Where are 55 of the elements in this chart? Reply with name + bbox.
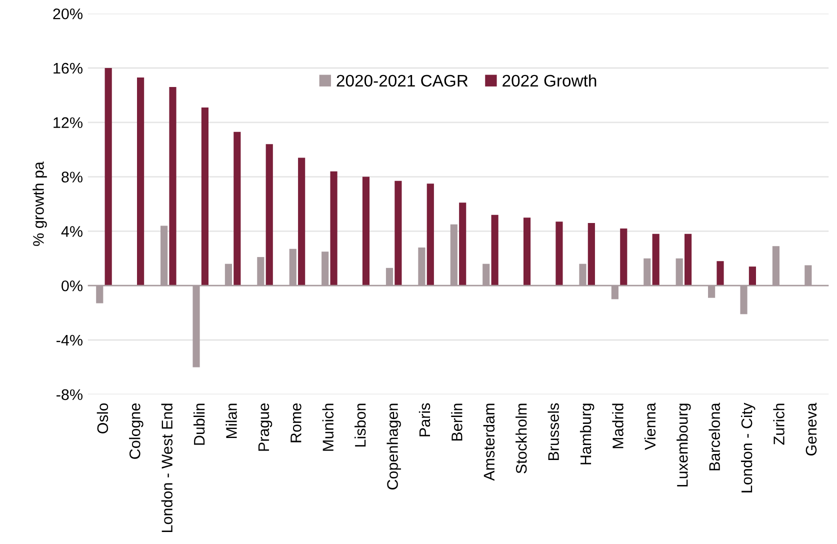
x-tick-label: Madrid xyxy=(612,404,624,448)
x-tick-label: Cologne xyxy=(129,403,144,459)
x-tick-label: Rome xyxy=(290,403,302,442)
bar xyxy=(556,222,563,286)
x-tick-label: Hamburg xyxy=(580,404,594,464)
x-tick-label: Brussels xyxy=(548,403,559,460)
x-tick-label: Dublin xyxy=(193,404,205,445)
y-tick-label: 8% xyxy=(62,172,82,182)
x-tick-label: Oslo xyxy=(96,403,108,434)
bar xyxy=(298,158,306,286)
x-tick-label: London - West End xyxy=(161,404,172,532)
bar xyxy=(716,261,724,286)
y-tick-label: 0% xyxy=(62,280,82,292)
bar xyxy=(330,171,338,286)
bar xyxy=(201,107,208,286)
bar xyxy=(748,266,756,286)
y-tick-label: -4% xyxy=(56,334,82,346)
legend-label: 2020-2021 CAGR xyxy=(336,74,468,87)
x-tick-label: Zurich xyxy=(773,404,784,445)
bar xyxy=(620,228,628,286)
y-axis-title: % growth pa xyxy=(32,162,47,246)
x-tick-label: Luxembourg xyxy=(676,404,691,486)
bar xyxy=(588,223,595,286)
x-tick-label: Prague xyxy=(258,403,272,451)
bar xyxy=(459,202,466,286)
x-tick-label: Lisbon xyxy=(354,404,366,446)
bar xyxy=(137,78,144,286)
x-tick-label: Stockholm xyxy=(516,404,527,474)
x-tick-label: Copenhagen xyxy=(386,404,401,490)
y-tick-label: 12% xyxy=(54,117,82,128)
bar xyxy=(491,214,498,286)
x-tick-label: Milan xyxy=(226,404,237,438)
bar xyxy=(652,234,660,286)
x-tick-label: Vienna xyxy=(644,402,656,450)
bar xyxy=(394,180,402,286)
x-tick-label: Paris xyxy=(418,403,430,436)
bar xyxy=(266,144,273,286)
x-tick-label: London - City xyxy=(740,402,756,492)
bar xyxy=(169,87,176,286)
x-tick-label: Geneva xyxy=(806,402,817,456)
x-tick-label: Berlin xyxy=(451,404,462,441)
x-tick-label: Barcelona xyxy=(708,402,720,470)
y-tick-label: -8% xyxy=(56,389,82,400)
bar xyxy=(684,234,692,286)
bar xyxy=(523,218,531,286)
bar xyxy=(426,184,434,286)
bar xyxy=(234,132,241,286)
bar xyxy=(104,68,112,286)
y-tick-label: 16% xyxy=(54,62,82,74)
y-tick-label: 20% xyxy=(53,8,82,20)
y-tick-label: 4% xyxy=(61,226,82,237)
x-tick-label: Munich xyxy=(322,404,334,451)
legend-label: 2022 Growth xyxy=(502,74,596,87)
x-tick-label: Amsterdam xyxy=(483,404,495,481)
bar xyxy=(362,176,370,286)
